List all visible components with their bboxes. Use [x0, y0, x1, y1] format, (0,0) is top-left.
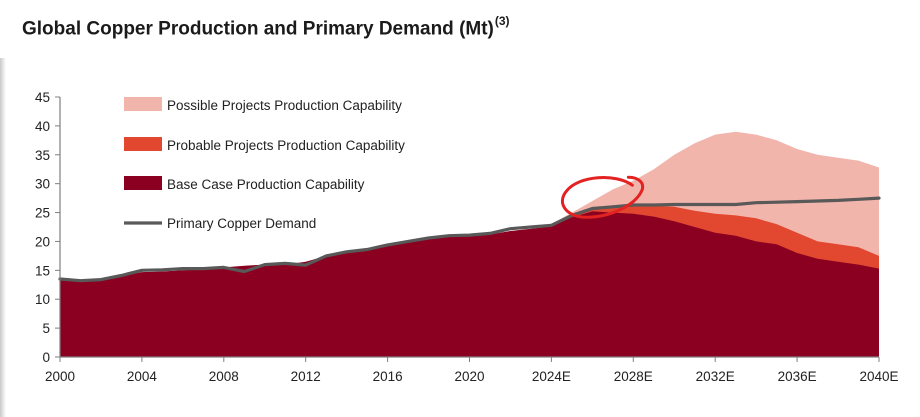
chart-axes: 0 5 10 15 20 25 30 35 40 45 2000 2004 2008 2012 2016 20… [35, 90, 899, 384]
chart-demand-line [58, 196, 881, 283]
chart-title-footnote: (3) [494, 14, 510, 28]
y-tick-label-15: 15 [35, 263, 50, 278]
x-tick-label-2020: 2020 [454, 369, 484, 384]
legend-label-base-case-production-capability: Base Case Production Capability [167, 177, 365, 192]
y-tick-label-0: 0 [42, 350, 50, 365]
y-tick-label-5: 5 [42, 321, 50, 336]
y-tick-label-25: 25 [35, 206, 50, 221]
red-circle-annotation [560, 175, 645, 219]
chart-areas [60, 131, 879, 357]
x-tick-label-2024e: 2024E [532, 369, 571, 384]
left-edge-shadow [0, 58, 6, 417]
y-tick-label-35: 35 [35, 148, 50, 163]
chart-legend: Possible Projects Production Capability P… [124, 97, 405, 231]
legend-swatch-base-case-production-capability [124, 176, 162, 190]
x-tick-label-2000: 2000 [45, 369, 75, 384]
x-tick-label-2036e: 2036E [778, 369, 817, 384]
y-tick-label-45: 45 [35, 90, 50, 105]
line-primary-copper-demand [58, 196, 881, 283]
chart-title-text: Global Copper Production and Primary Dem… [22, 18, 494, 40]
legend-label-probable-projects-production-capability: Probable Projects Production Capability [167, 138, 405, 153]
legend-swatch-possible-projects-production-capability [124, 97, 162, 111]
legend-label-primary-copper-demand: Primary Copper Demand [167, 216, 316, 231]
legend-swatch-probable-projects-production-capability [124, 137, 162, 151]
hand-drawn-annotation [560, 175, 645, 219]
legend-label-possible-projects-production-capability: Possible Projects Production Capability [167, 98, 402, 113]
y-tick-label-30: 30 [35, 177, 50, 192]
x-tick-label-2008: 2008 [209, 369, 239, 384]
x-tick-label-2040e: 2040E [859, 369, 898, 384]
y-tick-label-10: 10 [35, 292, 50, 307]
x-tick-label-2032e: 2032E [696, 369, 735, 384]
y-tick-label-20: 20 [35, 234, 50, 249]
x-tick-label-2016: 2016 [373, 369, 403, 384]
x-tick-label-2028e: 2028E [614, 369, 653, 384]
area-base-case-production-capability [60, 211, 879, 357]
x-tick-label-2012: 2012 [291, 369, 321, 384]
x-tick-label-2004: 2004 [127, 369, 158, 384]
chart-title: Global Copper Production and Primary Dem… [22, 14, 510, 40]
y-tick-label-40: 40 [35, 119, 50, 134]
